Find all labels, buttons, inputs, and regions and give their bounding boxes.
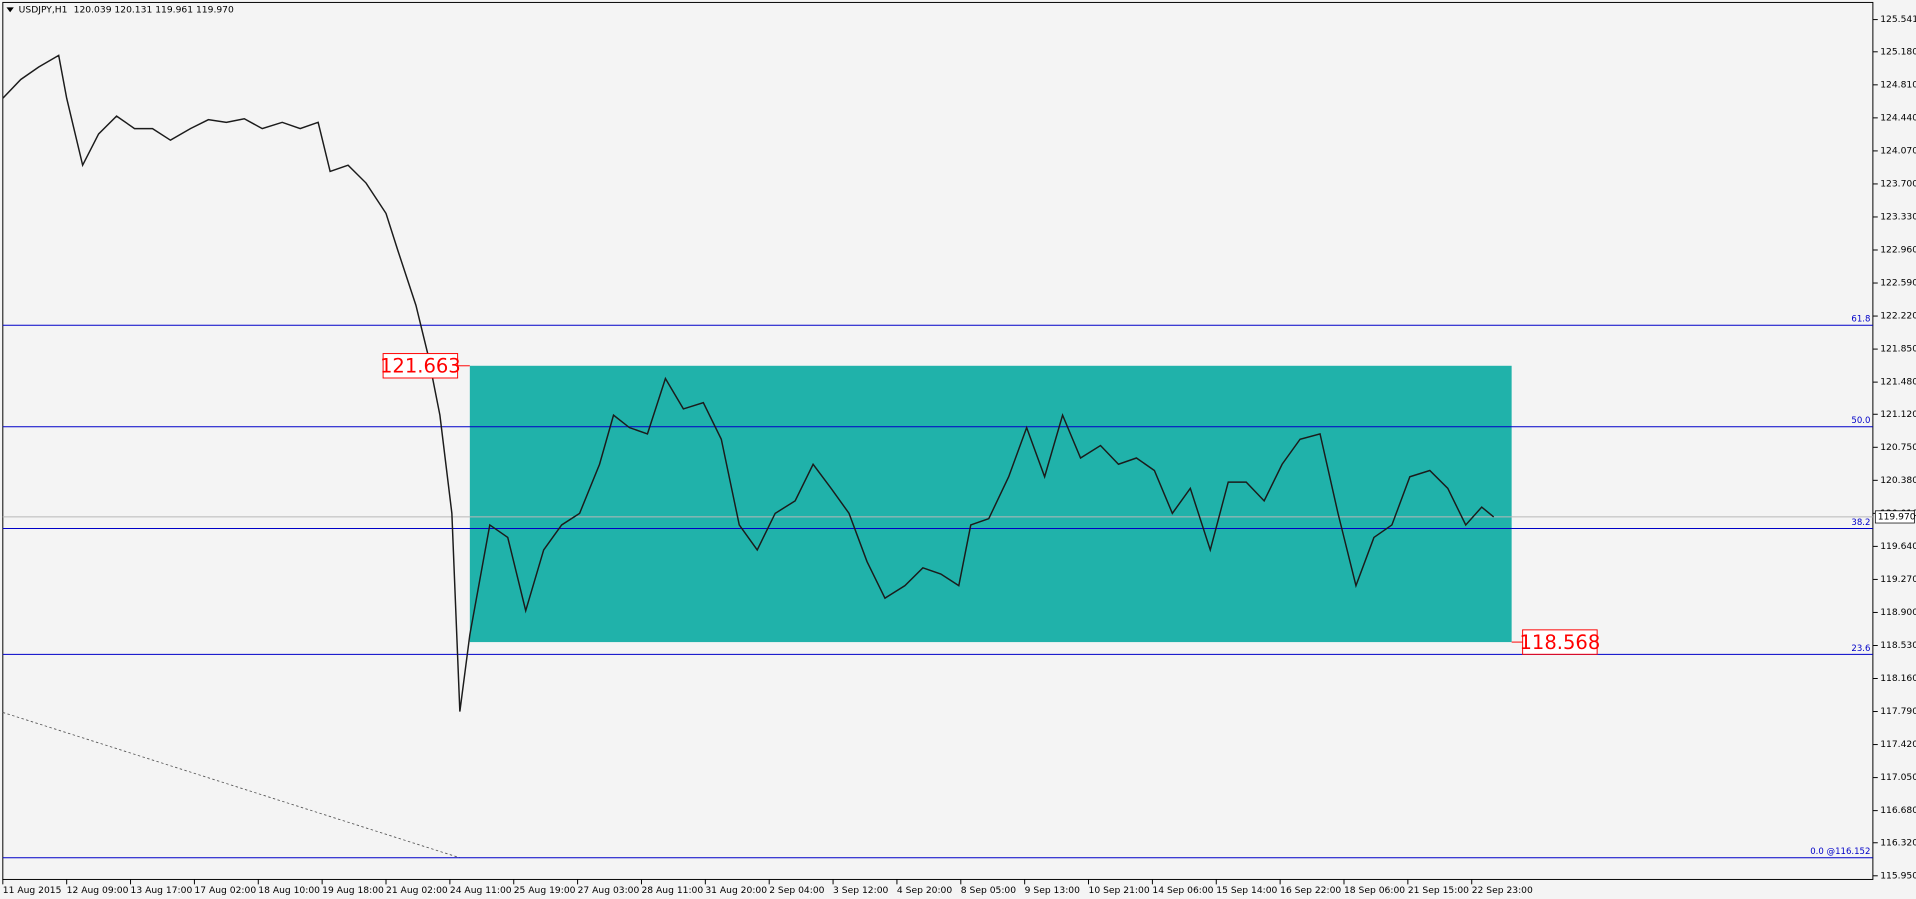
x-tick-label: 13 Aug 17:00 [131,885,193,896]
menu-triangle [6,7,14,13]
y-tick-label: 116.680 [1880,805,1916,816]
trendline [2,712,460,859]
y-tick-label: 118.530 [1880,640,1916,651]
x-tick-label: 16 Sep 22:00 [1280,885,1341,896]
x-tick-label: 21 Aug 02:00 [386,885,448,896]
y-tick-label: 118.900 [1880,607,1916,618]
x-tick-label: 22 Sep 23:00 [1472,885,1533,896]
last-price-label: 119.970 [1878,511,1916,522]
x-tick-label: 14 Sep 06:00 [1152,885,1213,896]
y-tick-label: 121.480 [1880,377,1916,388]
fib-label: 23.6 [1851,644,1870,654]
x-tick-label: 10 Sep 21:00 [1089,885,1150,896]
y-tick-label: 115.950 [1880,870,1916,881]
range-label-box [1522,629,1598,655]
y-tick-label: 118.160 [1880,673,1916,684]
range-label: 118.568 [1519,631,1600,654]
y-tick-label: 124.810 [1880,79,1916,90]
range-label-box [382,353,459,379]
x-tick-label: 17 Aug 02:00 [194,885,256,896]
x-tick-label: 4 Sep 20:00 [897,885,952,896]
x-tick-label: 19 Aug 18:00 [322,885,384,896]
x-tick-label: 25 Aug 19:00 [514,885,576,896]
fib-label: 38.2 [1851,518,1870,528]
fib-label: 0.0 @116.152 [1810,847,1870,857]
y-tick-label: 117.790 [1880,706,1916,717]
x-tick-label: 11 Aug 2015 [3,885,62,896]
y-tick-label: 123.700 [1880,178,1916,189]
fib-label: 50.0 [1851,416,1870,426]
x-tick-label: 31 Aug 20:00 [705,885,767,896]
range-label: 121.663 [380,355,461,378]
y-tick-label: 117.050 [1880,772,1916,783]
y-tick-label: 120.380 [1880,475,1916,486]
y-tick-label: 121.120 [1880,409,1916,420]
x-tick-label: 15 Sep 14:00 [1216,885,1277,896]
y-tick-label: 124.070 [1880,145,1916,156]
y-tick-label: 117.420 [1880,739,1916,750]
x-tick-label: 8 Sep 05:00 [961,885,1016,896]
x-tick-label: 9 Sep 13:00 [1025,885,1080,896]
y-tick-label: 116.320 [1880,837,1916,848]
y-tick-label: 124.440 [1880,112,1916,123]
x-tick-label: 21 Sep 15:00 [1408,885,1469,896]
last-price-tag [1874,510,1915,524]
x-tick-label: 18 Sep 06:00 [1344,885,1405,896]
price-line [2,54,1495,712]
y-tick-label: 125.541 [1880,14,1916,25]
y-tick-label: 122.220 [1880,311,1916,322]
y-tick-label: 120.750 [1880,442,1916,453]
x-tick-label: 12 Aug 09:00 [67,885,129,896]
x-tick-label: 28 Aug 11:00 [641,885,703,896]
x-tick-label: 3 Sep 12:00 [833,885,888,896]
y-tick-label: 122.590 [1880,278,1916,289]
x-tick-label: 2 Sep 04:00 [769,885,824,896]
y-tick-label: 123.330 [1880,211,1916,222]
chart-subtitle: 120.039 120.131 119.961 119.970 [74,4,234,15]
x-tick-label: 27 Aug 03:00 [578,885,640,896]
chart-title: USDJPY,H1 [19,4,68,15]
x-tick-label: 18 Aug 10:00 [258,885,320,896]
y-tick-label: 121.850 [1880,344,1916,355]
y-tick-label: 119.640 [1880,541,1916,552]
fib-label: 61.8 [1851,315,1870,325]
x-tick-label: 24 Aug 11:00 [450,885,512,896]
y-tick-label: 119.270 [1880,574,1916,585]
range-box [469,365,1512,643]
y-tick-label: 125.180 [1880,46,1916,57]
y-tick-label: 122.960 [1880,244,1916,255]
